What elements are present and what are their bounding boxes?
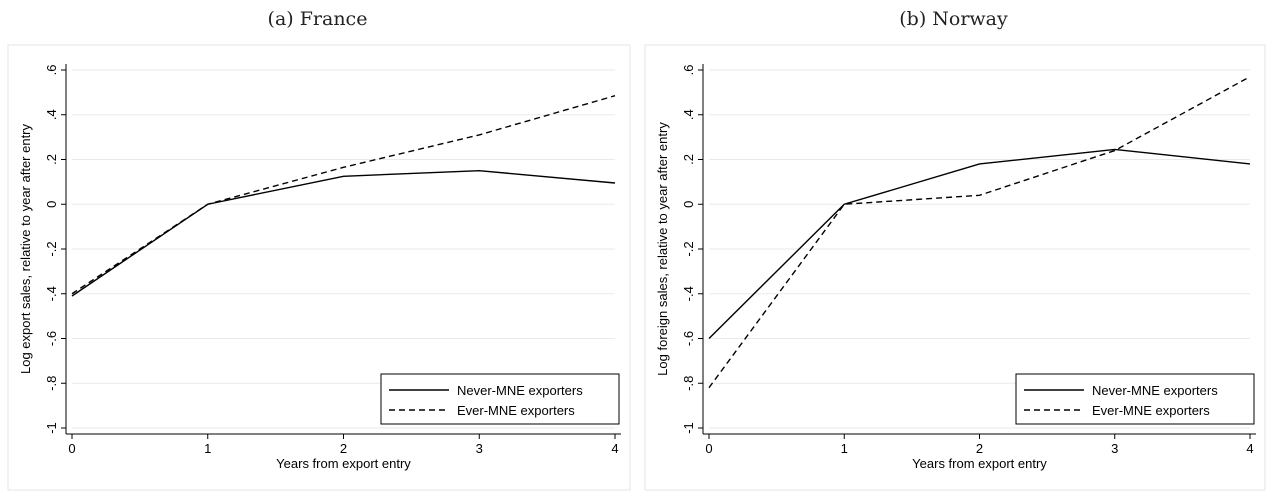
x-tick-label: 4: [1246, 441, 1253, 456]
y-tick-label: -.4: [681, 286, 696, 301]
x-tick-label: 1: [204, 441, 211, 456]
y-tick-label: -1: [44, 422, 59, 434]
y-tick-label: -.6: [681, 331, 696, 346]
y-axis-label: Log foreign sales, relative to year afte…: [655, 122, 670, 376]
panel-norway: (b) Norway -1 -.8 -.6 -.4 -.2 0 .2 .4 .6 0 1 2 3 4 Yea…: [637, 0, 1270, 497]
x-tick-label: 3: [476, 441, 483, 456]
panel-france: (a) France -1 -.8 -.6 -.4 -.2 0 .2 .4 .6 0 1 2 3 4 Yea…: [7, 8, 631, 491]
y-tick-label: .6: [681, 65, 696, 76]
chart-norway: -1 -.8 -.6 -.4 -.2 0 .2 .4 .6 0 1 2 3 4 Years from exp…: [644, 44, 1266, 491]
legend-box: [1015, 373, 1255, 425]
series-line: [708, 148, 1251, 339]
y-tick-label: -.2: [44, 241, 59, 256]
y-tick-label: .4: [44, 109, 59, 120]
y-tick-label: -.6: [44, 331, 59, 346]
y-tick-label: .2: [681, 154, 696, 165]
series-line: [708, 76, 1251, 389]
graph-frame: [7, 44, 631, 491]
x-axis-label: Years from export entry: [276, 456, 411, 471]
graph-frame: [644, 44, 1266, 491]
x-tick-label: 2: [976, 441, 983, 456]
y-tick-label: 0: [681, 201, 696, 208]
x-tick-label: 0: [68, 441, 75, 456]
y-tick-label: -1: [681, 422, 696, 434]
y-tick-label: 0: [44, 201, 59, 208]
series-line: [71, 169, 616, 297]
x-tick-label: 3: [1111, 441, 1118, 456]
y-axis-label: Log export sales, relative to year after…: [18, 123, 33, 374]
legend-label: Never-MNE exporters: [457, 383, 583, 398]
y-tick-label: .4: [681, 109, 696, 120]
series-line: [71, 95, 616, 295]
x-tick-label: 0: [705, 441, 712, 456]
legend-label: Ever-MNE exporters: [1092, 403, 1210, 418]
y-tick-label: -.8: [681, 376, 696, 391]
x-tick-label: 2: [340, 441, 347, 456]
x-axis-label: Years from export entry: [912, 456, 1047, 471]
legend-label: Never-MNE exporters: [1092, 383, 1218, 398]
chart-france: -1 -.8 -.6 -.4 -.2 0 .2 .4 .6 0 1 2 3 4 Years from exp…: [7, 44, 631, 491]
legend-label: Ever-MNE exporters: [457, 403, 575, 418]
panel-title: (a) France: [267, 8, 368, 30]
legend-box: [380, 373, 620, 425]
y-tick-label: -.4: [44, 286, 59, 301]
y-tick-label: .6: [44, 65, 59, 76]
y-tick-label: -.2: [681, 241, 696, 256]
panel-title: (b) Norway: [899, 8, 1008, 30]
y-tick-label: -.8: [44, 376, 59, 391]
x-tick-label: 1: [841, 441, 848, 456]
x-tick-label: 4: [611, 441, 618, 456]
y-tick-label: .2: [44, 154, 59, 165]
